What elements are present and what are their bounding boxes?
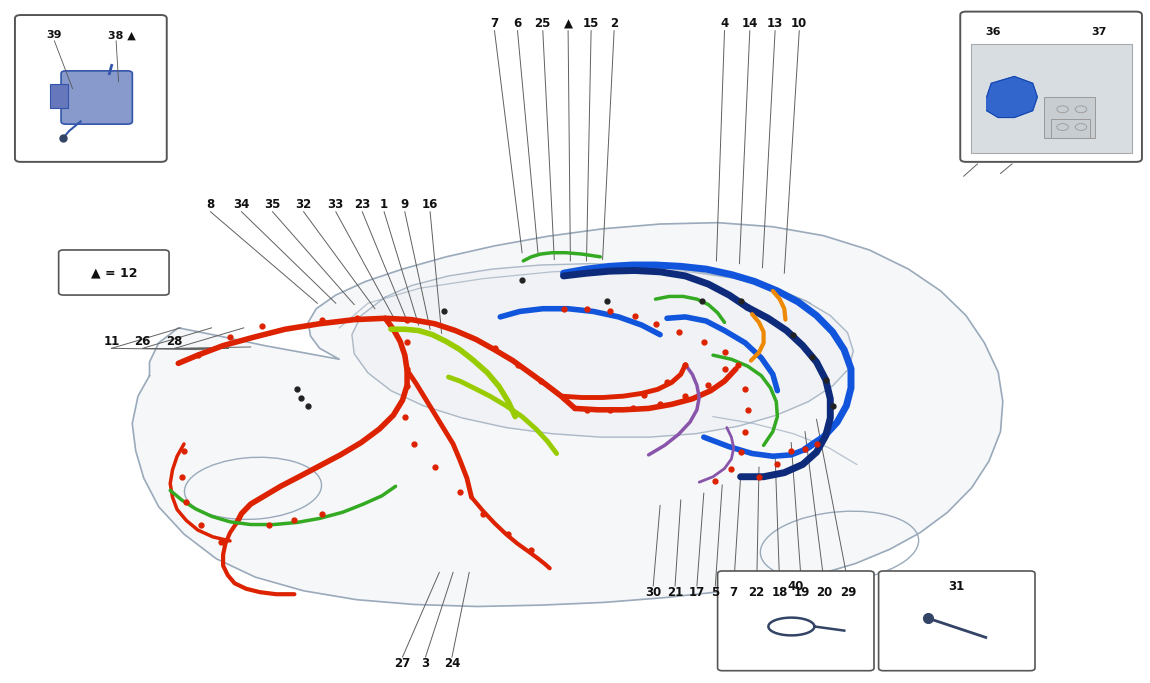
FancyBboxPatch shape [971,44,1132,153]
Text: 36: 36 [986,27,1000,38]
Text: 28: 28 [167,335,183,348]
Text: 8: 8 [206,198,215,212]
FancyBboxPatch shape [61,71,132,124]
FancyBboxPatch shape [718,571,874,671]
Text: 38 ▲: 38 ▲ [108,30,136,40]
Text: 32: 32 [296,198,312,212]
FancyBboxPatch shape [1051,119,1090,138]
Text: 2: 2 [610,17,619,31]
Text: 29: 29 [841,586,857,600]
FancyBboxPatch shape [59,250,169,295]
Text: 3: 3 [421,657,430,671]
Text: 37: 37 [1091,27,1106,38]
Text: 33: 33 [328,198,344,212]
Text: 16: 16 [422,198,438,212]
Text: 27: 27 [394,657,411,671]
Text: ▲: ▲ [564,17,573,31]
Text: 10: 10 [791,17,807,31]
Text: 35: 35 [264,198,281,212]
Text: 20: 20 [816,586,833,600]
Text: 24: 24 [444,657,460,671]
Text: 21: 21 [667,586,683,600]
FancyBboxPatch shape [1044,97,1095,138]
Text: 31: 31 [949,581,965,594]
FancyBboxPatch shape [15,15,167,162]
Text: 1: 1 [380,198,389,212]
Text: 34: 34 [233,198,250,212]
Polygon shape [987,76,1037,117]
Text: 25: 25 [535,17,551,31]
Text: 18: 18 [772,586,788,600]
Text: 11: 11 [104,335,120,348]
Text: 17: 17 [689,586,705,600]
Text: 7: 7 [490,17,499,31]
Text: ▲ = 12: ▲ = 12 [91,266,137,279]
FancyBboxPatch shape [49,84,68,108]
Text: 14: 14 [742,17,758,31]
Text: 39: 39 [47,30,62,40]
Text: 26: 26 [135,335,151,348]
FancyBboxPatch shape [879,571,1035,671]
Text: 30: 30 [645,586,661,600]
Text: 15: 15 [583,17,599,31]
Text: 4: 4 [720,17,729,31]
Text: 22: 22 [749,586,765,600]
Polygon shape [132,223,1003,607]
Text: 6: 6 [513,17,522,31]
Text: 5: 5 [711,586,720,600]
Text: 19: 19 [793,586,810,600]
FancyBboxPatch shape [960,12,1142,162]
Polygon shape [352,264,853,437]
Text: 7: 7 [729,586,738,600]
Text: 40: 40 [788,581,804,594]
Text: 23: 23 [354,198,370,212]
Text: 13: 13 [767,17,783,31]
Text: 9: 9 [400,198,409,212]
